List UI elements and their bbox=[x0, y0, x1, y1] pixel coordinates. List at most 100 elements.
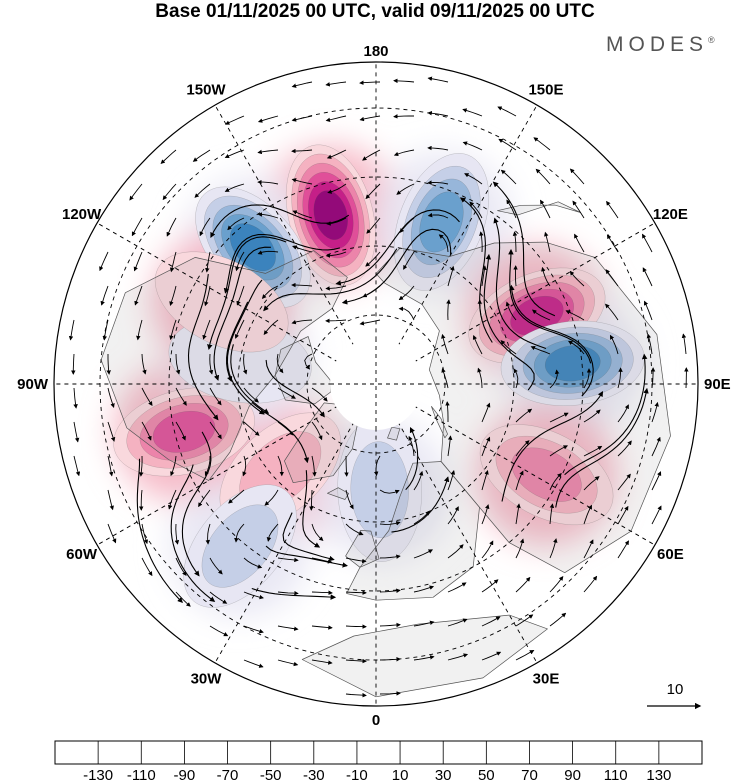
wind-arrow bbox=[141, 523, 149, 545]
colorbar-tick-label: -90 bbox=[174, 767, 196, 783]
wind-arrow bbox=[379, 521, 401, 526]
streamline bbox=[226, 301, 249, 383]
wind-arrow bbox=[505, 301, 517, 321]
wind-arrow bbox=[479, 231, 484, 253]
wind-arrow bbox=[438, 234, 449, 253]
wind-arrow bbox=[291, 178, 313, 185]
wind-arrow bbox=[515, 614, 534, 627]
wind-arrow bbox=[209, 387, 222, 406]
wind-arrow bbox=[446, 299, 451, 321]
wind-arrow bbox=[208, 353, 214, 375]
pole-hole bbox=[330, 338, 422, 430]
wind-arrow bbox=[617, 540, 629, 559]
wind-arrow bbox=[175, 353, 181, 375]
wind-arrow bbox=[291, 148, 313, 154]
wind-arrow bbox=[535, 168, 551, 185]
wind-arrow bbox=[345, 523, 364, 536]
wind-arrow bbox=[413, 655, 435, 661]
colorbar-tick-label: 130 bbox=[646, 767, 671, 783]
streamline bbox=[263, 248, 398, 312]
wind-arrow bbox=[107, 523, 117, 544]
streamline bbox=[564, 353, 648, 476]
wind-arrow bbox=[515, 408, 533, 423]
colorbar-tick-label: 10 bbox=[392, 767, 409, 783]
wind-arrow bbox=[513, 265, 518, 287]
wind-arrow bbox=[102, 319, 109, 341]
wind-arrow bbox=[209, 591, 228, 604]
wind-arrow bbox=[398, 285, 415, 301]
wind-arrow bbox=[277, 421, 294, 436]
wind-arrow bbox=[325, 318, 347, 324]
wind-arrow bbox=[606, 234, 619, 253]
wind-arrow bbox=[224, 115, 245, 125]
wind-arrow bbox=[276, 353, 284, 374]
brand-name: MODES bbox=[606, 33, 709, 56]
wind-arrow bbox=[447, 265, 455, 287]
streamline bbox=[509, 284, 594, 397]
wind-arrow bbox=[393, 114, 414, 119]
streamline bbox=[405, 427, 419, 491]
wind-arrow bbox=[413, 510, 431, 525]
wind-arrow bbox=[227, 217, 245, 231]
wind-arrow bbox=[277, 387, 296, 399]
longitude-label: 90W bbox=[17, 376, 49, 393]
wind-arrow bbox=[379, 588, 401, 593]
wind-arrow bbox=[345, 692, 367, 698]
wind-arrow bbox=[242, 353, 248, 375]
wind-arrow bbox=[477, 367, 483, 389]
wind-arrow bbox=[235, 251, 245, 272]
wind-arrow bbox=[277, 557, 299, 563]
wind-arrow bbox=[515, 576, 531, 593]
streamline bbox=[483, 253, 535, 391]
wind-arrow bbox=[199, 217, 211, 237]
wind-arrow bbox=[606, 200, 619, 219]
wind-arrow bbox=[345, 489, 354, 510]
streamline bbox=[282, 512, 335, 562]
wind-arrow bbox=[379, 489, 400, 494]
wind-arrow bbox=[107, 489, 114, 511]
wind-arrow bbox=[651, 436, 661, 457]
wind-arrow bbox=[243, 625, 264, 634]
wind-arrow bbox=[379, 622, 401, 628]
wind-arrow bbox=[617, 440, 632, 457]
colorbar-tick-label: 30 bbox=[435, 767, 452, 783]
wind-arrow bbox=[141, 421, 152, 441]
wind-arrow bbox=[512, 231, 518, 253]
wind-arrow bbox=[277, 590, 299, 596]
streamline bbox=[508, 248, 592, 364]
longitude-label: 30W bbox=[191, 670, 223, 687]
wind-arrow bbox=[136, 319, 143, 341]
wind-arrow bbox=[134, 285, 143, 306]
wind-arrow bbox=[413, 585, 435, 593]
wind-arrow bbox=[264, 489, 279, 506]
anomaly-pink-150w bbox=[285, 144, 376, 286]
wind-arrow bbox=[292, 245, 313, 253]
colorbar-tick-label: -30 bbox=[303, 767, 325, 783]
wind-arrow bbox=[257, 149, 279, 155]
wind-arrow bbox=[291, 81, 313, 88]
wind-arrow bbox=[311, 523, 324, 542]
wind-arrow bbox=[447, 435, 453, 457]
wind-arrow bbox=[224, 183, 245, 192]
wind-arrow bbox=[169, 285, 177, 307]
meridian bbox=[212, 100, 363, 361]
wind-arrow bbox=[447, 618, 468, 627]
streamline bbox=[223, 233, 341, 294]
wind-arrow bbox=[243, 659, 264, 668]
wind-arrow bbox=[277, 659, 299, 667]
wind-arrow bbox=[498, 138, 517, 151]
wind-arrow bbox=[291, 319, 313, 325]
longitude-labels: 180 150E 120E 90E 60E 30E 0 30W 60W 90W 120W 150W bbox=[17, 43, 731, 729]
colorbar: -130 -110 -90 -70 -50 -30 -10 10 30 50 70 90 110 130 bbox=[54, 740, 703, 783]
colorbar-tick-label: -50 bbox=[260, 767, 282, 783]
anomaly-pink-150w-level bbox=[313, 190, 348, 240]
wind-arrow bbox=[311, 455, 317, 477]
wind-arrow bbox=[73, 421, 80, 443]
wind-arrow bbox=[427, 145, 449, 151]
longitude-label: 30E bbox=[533, 670, 560, 687]
wind-arrow bbox=[311, 421, 323, 441]
streamline bbox=[302, 470, 321, 548]
wind-arrow bbox=[427, 111, 449, 117]
meridian bbox=[399, 220, 660, 371]
